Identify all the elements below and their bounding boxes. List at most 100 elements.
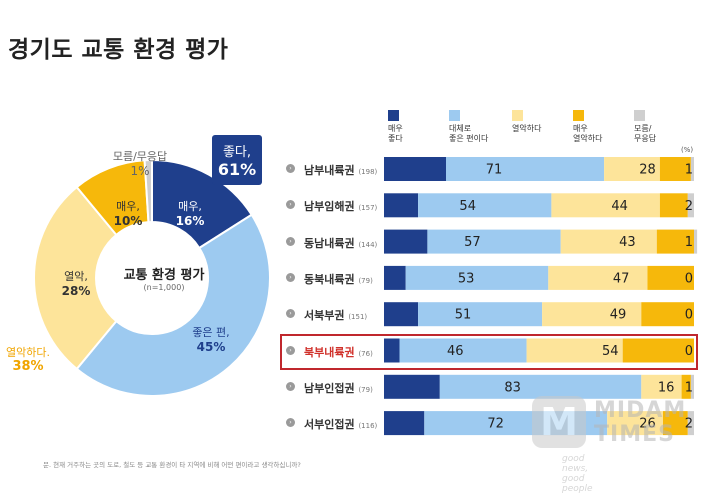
donut-segment-unknown: [143, 158, 153, 224]
bar-segment-poor: [548, 265, 648, 290]
bar-segment-very-good: [384, 302, 419, 327]
bar-segment-fairly-good: [418, 193, 552, 218]
legend-label-very-good: 매우 좋다: [388, 124, 403, 143]
donut-segment-poor: [33, 185, 118, 371]
segment-label-very-good: 매우, 16%: [175, 200, 205, 228]
good-total-label: 83: [504, 380, 521, 395]
page-title: 경기도 교통 환경 평가: [8, 37, 229, 63]
good-total-badge: 좋다, 61%: [212, 135, 262, 185]
bar-segment-poor: [542, 302, 642, 327]
bar-segment-very-poor: [647, 265, 694, 290]
category-label: 남부내륙권 (198): [304, 164, 378, 177]
bar-segment-very-good: [384, 265, 406, 290]
unknown-value-label: 0: [685, 271, 693, 286]
highlight-box: [280, 334, 698, 370]
row-bullet-icon: ›: [286, 200, 295, 210]
bad-total-label: 49: [610, 308, 627, 323]
good-total-label: 좋다,: [222, 145, 252, 160]
good-total-label: 54: [459, 199, 476, 214]
unknown-value-label: 1: [685, 163, 693, 178]
bar-segment-very-good: [384, 229, 428, 254]
bad-total-label: 44: [611, 199, 628, 214]
row-bullet-icon: ›: [286, 164, 295, 173]
bar-segment-very-poor: [659, 193, 688, 218]
watermark-line1: MIDAM: [594, 398, 687, 423]
bar-segment-very-good: [384, 374, 440, 399]
row-bullet-icon: ›: [286, 236, 295, 246]
good-total-label: 71: [486, 163, 503, 178]
legend-swatch-unknown: [634, 110, 645, 121]
bar-segment-poor: [641, 374, 682, 399]
donut-center-sub: (n=1,000): [143, 283, 185, 292]
bar-segment-poor: [560, 229, 657, 254]
good-total-label: 57: [464, 235, 481, 250]
unknown-value-label: 1: [685, 235, 693, 250]
bar-segment-poor: [604, 157, 660, 181]
good-total-label: 51: [455, 308, 472, 323]
bar-segment-unknown: [687, 411, 694, 436]
bad-total-label: 16: [658, 380, 675, 395]
bar-segment-unknown: [694, 229, 698, 254]
bad-total-value: 38%: [12, 359, 44, 374]
bar-segment-fairly-good: [418, 302, 543, 327]
bar-segment-poor: [526, 338, 623, 363]
legend-label-very-poor: 매우 열악하다: [573, 124, 603, 143]
category-label: 북부내륙권 (76): [304, 345, 373, 359]
row-bullet-icon: ›: [286, 345, 295, 355]
row-bullet-icon: ›: [286, 381, 295, 391]
good-total-label: 72: [487, 417, 504, 432]
bad-total-callout: 열악하다. 38%: [3, 346, 53, 374]
bar-segment-fairly-good: [439, 374, 642, 399]
bar-segment-very-poor: [641, 302, 694, 327]
good-total-value: 61%: [217, 160, 257, 179]
segment-label-fairly-good: 좋은 편, 45%: [192, 326, 230, 354]
bar-segment-very-good: [384, 411, 425, 436]
bar-segment-fairly-good: [446, 157, 605, 181]
bad-total-label: 28: [639, 163, 656, 178]
bar-segment-unknown: [690, 374, 694, 399]
good-total-label: 46: [447, 344, 464, 359]
bar-segment-very-good: [384, 193, 419, 218]
bar-segment-fairly-good: [427, 229, 561, 254]
category-label: 남부임해권 (157): [304, 200, 378, 214]
unknown-value-label: 2: [685, 417, 693, 432]
legend-swatch-very-poor: [573, 110, 584, 121]
segment-label-very-poor: 매우, 10%: [113, 200, 143, 228]
watermark-logo-icon: M: [532, 396, 586, 448]
bad-total-label: 47: [613, 271, 630, 286]
bad-total-label: 54: [602, 344, 619, 359]
unknown-value-label: 1: [685, 380, 693, 395]
bad-total-label: 26: [639, 417, 656, 432]
donut-center-title: 교통 환경 평가: [123, 268, 205, 283]
unit-label: (%): [681, 146, 694, 154]
bar-segment-very-poor: [659, 157, 691, 181]
legend-label-fairly-good: 대체로 좋은 편이다: [449, 124, 489, 143]
bar-segment-poor: [551, 193, 660, 218]
segment-label-unknown: 모름/무응답 1%: [112, 150, 168, 178]
bad-total-label: 열악하다.: [6, 346, 50, 359]
unknown-value-label: 2: [685, 199, 693, 214]
bar-segment-unknown: [690, 157, 694, 181]
bad-total-label: 43: [619, 235, 636, 250]
bar-segment-fairly-good: [405, 265, 549, 290]
legend-swatch-poor: [512, 110, 523, 121]
donut-center: 교통 환경 평가 (n=1,000): [113, 264, 215, 292]
watermark-line2: TIMES: [594, 422, 675, 447]
category-label: 서부인접권 (116): [304, 418, 378, 432]
bar-segment-unknown: [687, 193, 694, 218]
legend-label-poor: 열악하다: [512, 124, 542, 133]
watermark-tagline: good news, good people: [562, 454, 593, 494]
donut-segment-fairly-good: [75, 213, 271, 398]
bar-segment-very-good: [384, 338, 400, 363]
footnote: 문. 현재 거주하는 곳의 도로, 철도 등 교통 환경이 타 지역에 비해 어…: [43, 461, 301, 469]
segment-label-poor: 열악, 28%: [61, 270, 91, 298]
legend-label-unknown: 모름/무응답: [634, 124, 657, 143]
category-label: 동북내륙권 (79): [304, 272, 373, 286]
legend-swatch-fairly-good: [449, 110, 460, 121]
bar-segment-poor: [607, 411, 663, 436]
bar-segment-very-poor: [681, 374, 691, 399]
bar-segment-fairly-good: [399, 338, 527, 363]
unknown-value-label: 0: [685, 308, 693, 323]
